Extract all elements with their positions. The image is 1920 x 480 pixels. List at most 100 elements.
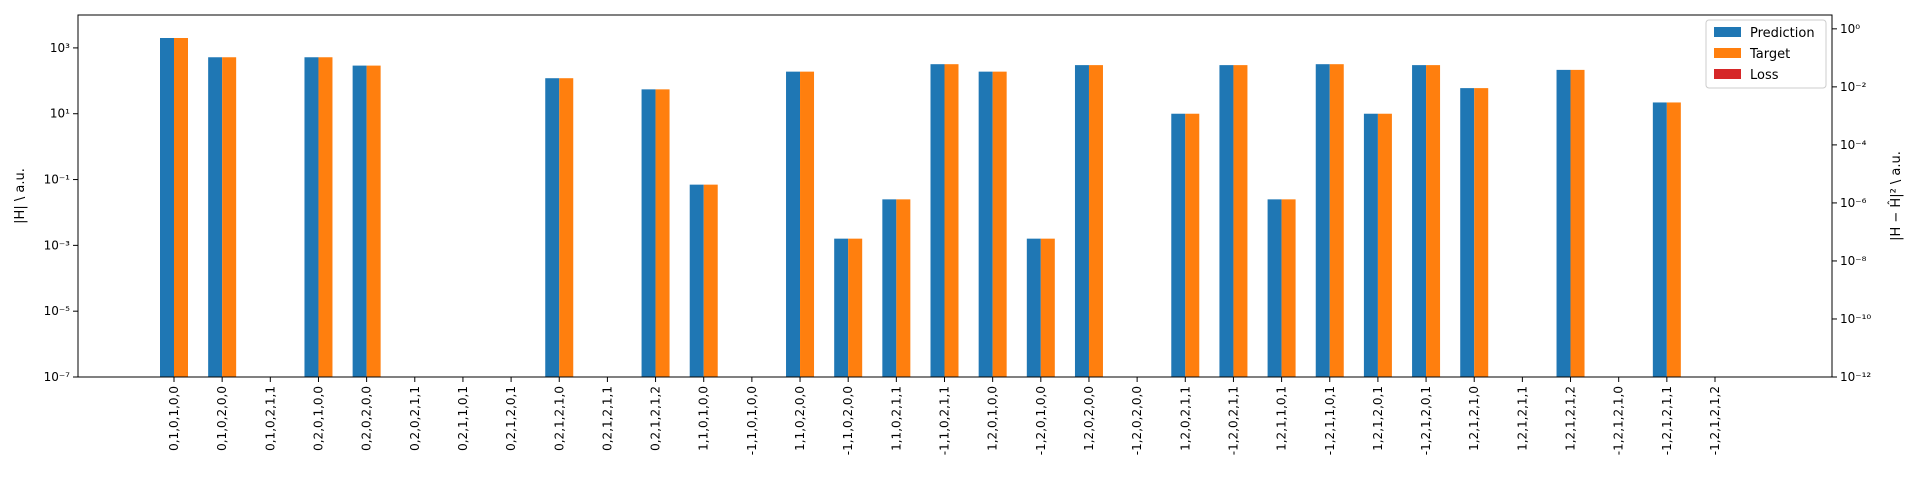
x-tick-label-9: 0,2,1,2,1,1	[600, 386, 614, 451]
y-tick-label-left-0: 10⁻⁷	[44, 370, 71, 384]
y-tick-label-left-1: 10⁻⁵	[44, 304, 71, 318]
x-tick-label-25: 1,2,1,2,0,1	[1371, 386, 1385, 451]
bar-target-21	[1185, 113, 1200, 377]
bar-target-16	[944, 64, 959, 377]
y-tick-label-left-4: 10¹	[50, 107, 70, 121]
x-tick-label-12: -1,1,0,1,0,0	[745, 386, 759, 455]
x-tick-label-20: -1,2,0,2,0,0	[1130, 386, 1144, 455]
x-tick-label-0: 0,1,0,1,0,0	[167, 386, 181, 451]
y-tick-label-right-2: 10⁻⁸	[1840, 254, 1867, 268]
x-tick-label-5: 0,2,0,2,1,1	[408, 386, 422, 451]
legend-label-target: Target	[1749, 47, 1790, 62]
bar-prediction-31	[1652, 102, 1667, 378]
x-tick-label-1: 0,1,0,2,0,0	[215, 386, 229, 451]
bar-target-26	[1426, 65, 1441, 378]
bar-target-10	[655, 89, 670, 378]
y-tick-label-right-0: 10⁻¹²	[1840, 370, 1871, 384]
bar-prediction-11	[689, 184, 704, 377]
bar-target-3	[318, 57, 333, 377]
x-axis: 0,1,0,1,0,0 0,1,0,2,0,0 0,1,0,2,1,1 0,2,0,1…	[167, 377, 1722, 455]
bar-prediction-0	[160, 38, 174, 377]
bar-prediction-27	[1460, 88, 1475, 378]
x-tick-label-7: 0,2,1,2,0,1	[504, 386, 518, 451]
bar-prediction-26	[1412, 65, 1427, 378]
bar-prediction-4	[352, 65, 367, 377]
x-tick-label-22: -1,2,0,2,1,1	[1226, 386, 1240, 455]
plot-frame	[77, 14, 1833, 378]
bars-group	[160, 38, 1681, 378]
bar-target-8	[559, 78, 574, 378]
x-tick-label-13: 1,1,0,2,0,0	[793, 386, 807, 451]
bar-prediction-19	[1074, 65, 1089, 378]
bar-prediction-1	[208, 57, 223, 377]
legend-label-prediction: Prediction	[1750, 26, 1815, 41]
x-tick-label-21: 1,2,0,2,1,1	[1178, 386, 1192, 451]
y-axis-right: 10⁻¹² 10⁻¹⁰ 10⁻⁸ 10⁻⁶ 10⁻⁴ 10⁻² 10⁰	[1832, 22, 1871, 384]
bar-target-4	[366, 65, 381, 377]
bar-target-22	[1233, 65, 1248, 378]
bar-target-25	[1377, 113, 1392, 377]
legend: Prediction Target Loss	[1705, 19, 1827, 89]
x-tick-label-31: -1,2,1,2,1,1	[1660, 386, 1674, 455]
bar-prediction-15	[882, 199, 897, 377]
bar-target-0	[174, 38, 188, 377]
bar-prediction-16	[930, 64, 945, 377]
bar-target-29	[1570, 69, 1585, 377]
bar-prediction-10	[641, 89, 656, 378]
bar-target-23	[1281, 199, 1296, 377]
legend-swatch-target	[1714, 48, 1741, 58]
legend-swatch-prediction	[1714, 27, 1741, 37]
x-tick-label-28: 1,2,1,2,1,1	[1515, 386, 1529, 451]
bar-target-18	[1040, 238, 1055, 377]
bar-target-24	[1329, 64, 1344, 377]
y-axis-label-right: |H − Ĥ|² \ a.u.	[1888, 151, 1904, 241]
y-tick-label-right-4: 10⁻⁴	[1840, 138, 1867, 152]
y-tick-label-right-5: 10⁻²	[1840, 80, 1867, 94]
legend-label-loss: Loss	[1750, 68, 1779, 83]
bar-target-19	[1088, 65, 1103, 378]
y-tick-label-right-6: 10⁰	[1840, 22, 1860, 36]
x-tick-label-24: -1,2,1,1,0,1	[1323, 386, 1337, 455]
bar-prediction-3	[304, 57, 319, 377]
y-tick-label-left-3: 10⁻¹	[44, 173, 71, 187]
x-tick-label-19: 1,2,0,2,0,0	[1082, 386, 1096, 451]
y-tick-label-left-5: 10³	[50, 41, 70, 55]
x-tick-label-27: 1,2,1,2,1,0	[1467, 386, 1481, 451]
y-axis-label-left: |H| \ a.u.	[13, 168, 28, 224]
x-tick-label-16: -1,1,0,2,1,1	[938, 386, 952, 455]
bar-target-27	[1474, 88, 1489, 378]
x-tick-label-30: -1,2,1,2,1,0	[1612, 386, 1626, 455]
x-tick-label-4: 0,2,0,2,0,0	[360, 386, 374, 451]
bar-prediction-22	[1219, 65, 1234, 378]
bar-prediction-21	[1171, 113, 1186, 377]
bar-target-17	[992, 71, 1007, 377]
bar-target-15	[896, 199, 911, 377]
x-tick-label-15: 1,1,0,2,1,1	[889, 386, 903, 451]
x-tick-label-11: 1,1,0,1,0,0	[697, 386, 711, 451]
x-tick-label-8: 0,2,1,2,1,0	[552, 386, 566, 451]
x-tick-label-10: 0,2,1,2,1,2	[649, 386, 663, 451]
bar-target-31	[1666, 102, 1681, 378]
bar-prediction-18	[1026, 238, 1041, 377]
x-tick-label-14: -1,1,0,2,0,0	[841, 386, 855, 455]
bar-target-13	[800, 71, 815, 377]
bar-prediction-14	[834, 238, 849, 377]
bar-prediction-24	[1315, 64, 1330, 377]
bar-prediction-8	[545, 78, 560, 378]
x-tick-label-29: 1,2,1,2,1,2	[1564, 386, 1578, 451]
x-tick-label-18: -1,2,0,1,0,0	[1034, 386, 1048, 455]
x-tick-label-23: 1,2,1,1,0,1	[1275, 386, 1289, 451]
x-tick-label-2: 0,1,0,2,1,1	[263, 386, 277, 451]
bar-target-11	[703, 184, 718, 377]
legend-swatch-loss	[1714, 69, 1741, 79]
x-tick-label-32: -1,2,1,2,1,2	[1708, 386, 1722, 455]
x-tick-label-6: 0,2,1,1,0,1	[456, 386, 470, 451]
bar-prediction-13	[786, 71, 801, 377]
x-tick-label-17: 1,2,0,1,0,0	[986, 386, 1000, 451]
x-tick-label-26: -1,2,1,2,0,1	[1419, 386, 1433, 455]
y-tick-label-right-3: 10⁻⁶	[1840, 196, 1867, 210]
bar-prediction-17	[978, 71, 993, 377]
bar-prediction-25	[1363, 113, 1378, 377]
bar-prediction-23	[1267, 199, 1282, 377]
